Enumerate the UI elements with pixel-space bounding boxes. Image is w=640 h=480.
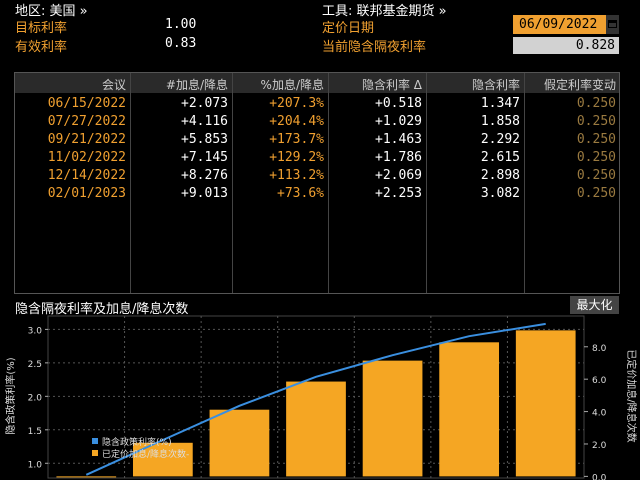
legend-line-label: 隐含政策利率(%)	[102, 436, 172, 448]
assumed-move: 0.250	[576, 96, 616, 111]
assumed-move: 0.250	[576, 168, 616, 183]
meeting-date: 02/01/2023	[47, 186, 126, 201]
effective-rate-value: 0.83	[165, 36, 197, 51]
assumed-move: 0.250	[576, 186, 616, 201]
right-tick-label: 4.0	[592, 409, 607, 419]
hikes-pct: +207.3%	[269, 96, 324, 111]
right-axis-label: 已定价加息/降息次数	[625, 349, 638, 442]
right-tick-label: 0.0	[592, 473, 607, 480]
pricing-date-value[interactable]: 06/09/2022	[519, 17, 598, 32]
column-divider	[426, 73, 427, 293]
column-divider	[130, 73, 131, 293]
hikes-count: +8.276	[181, 168, 228, 183]
implied-rate: 1.858	[480, 114, 520, 129]
bar	[209, 409, 270, 477]
implied-delta: +2.253	[375, 186, 422, 201]
meetings-table	[14, 72, 620, 294]
implied-rate: 2.898	[480, 168, 520, 183]
right-tick-label: 2.0	[592, 441, 607, 451]
legend-bar-label: 已定价加息/降息次数-	[102, 448, 189, 460]
calendar-icon[interactable]	[608, 20, 617, 28]
right-tick-label: 8.0	[592, 344, 607, 354]
meeting-date: 12/14/2022	[47, 168, 126, 183]
implied-delta: +2.069	[375, 168, 422, 183]
instrument-selector[interactable]: 工具: 联邦基金期货 »	[322, 4, 447, 19]
maximize-button[interactable]: 最大化	[570, 296, 619, 314]
left-tick-label: 2.5	[28, 360, 42, 370]
meeting-date: 09/21/2022	[47, 132, 126, 147]
implied-rate-line	[85, 322, 546, 476]
hikes-count: +9.013	[181, 186, 228, 201]
implied-rate: 2.292	[480, 132, 520, 147]
left-tick-label: 3.0	[28, 326, 43, 336]
meeting-date: 06/15/2022	[47, 96, 126, 111]
implied-rate: 2.615	[480, 150, 520, 165]
hikes-pct: +113.2%	[269, 168, 324, 183]
col-header-assumed-move[interactable]: 假定利率变动	[543, 78, 616, 92]
col-header-hikes[interactable]: #加息/降息	[165, 78, 228, 92]
hikes-pct: +173.7%	[269, 132, 324, 147]
hikes-count: +2.073	[181, 96, 228, 111]
hikes-pct: +129.2%	[269, 150, 324, 165]
assumed-move: 0.250	[576, 150, 616, 165]
column-divider	[524, 73, 525, 293]
implied-rate: 1.347	[480, 96, 520, 111]
assumed-move: 0.250	[576, 132, 616, 147]
col-header-implied-rate[interactable]: 隐含利率	[471, 78, 520, 92]
hikes-count: +5.853	[181, 132, 228, 147]
bar	[286, 381, 346, 477]
target-rate-label: 目标利率	[15, 21, 68, 36]
bar	[515, 330, 576, 477]
legend-swatch-line	[92, 438, 98, 444]
implied-overnight-value: 0.828	[513, 37, 619, 54]
col-header-implied-delta[interactable]: 隐含利率 Δ	[361, 78, 422, 92]
bar	[362, 360, 423, 477]
pricing-date-label: 定价日期	[322, 21, 375, 36]
chart-title: 隐含隔夜利率及加息/降息次数	[15, 302, 189, 317]
implied-delta: +1.786	[375, 150, 422, 165]
implied-overnight-label: 当前隐含隔夜利率	[322, 40, 427, 55]
implied-delta: +0.518	[375, 96, 422, 111]
region-selector[interactable]: 地区: 美国 »	[15, 4, 88, 19]
column-divider	[232, 73, 233, 293]
calendar-button[interactable]	[606, 15, 619, 34]
left-tick-label: 1.0	[28, 460, 43, 470]
col-header-hikes-pct[interactable]: %加息/降息	[260, 78, 324, 92]
column-divider	[328, 73, 329, 293]
hikes-count: +4.116	[181, 114, 228, 129]
right-tick-label: 6.0	[592, 376, 607, 386]
meeting-date: 07/27/2022	[47, 114, 126, 129]
left-axis-label: 隐含政策利率(%)	[4, 357, 17, 434]
effective-rate-label: 有效利率	[15, 40, 68, 55]
left-tick-label: 2.0	[28, 393, 43, 403]
implied-rate: 3.082	[480, 186, 520, 201]
assumed-move: 0.250	[576, 114, 616, 129]
implied-delta: +1.029	[375, 114, 422, 129]
hikes-pct: +204.4%	[269, 114, 324, 129]
col-header-meeting[interactable]: 会议	[101, 78, 126, 92]
target-rate-value: 1.00	[165, 17, 197, 32]
bar	[56, 476, 117, 478]
table-header	[15, 73, 619, 93]
hikes-count: +7.145	[181, 150, 228, 165]
meeting-date: 11/02/2022	[47, 150, 126, 165]
legend-swatch-bar	[92, 450, 98, 456]
hikes-pct: +73.6%	[277, 186, 324, 201]
bar	[439, 342, 500, 477]
left-tick-label: 1.5	[28, 427, 42, 437]
implied-delta: +1.463	[375, 132, 422, 147]
pricing-date-field[interactable]: 06/09/2022	[513, 15, 606, 34]
